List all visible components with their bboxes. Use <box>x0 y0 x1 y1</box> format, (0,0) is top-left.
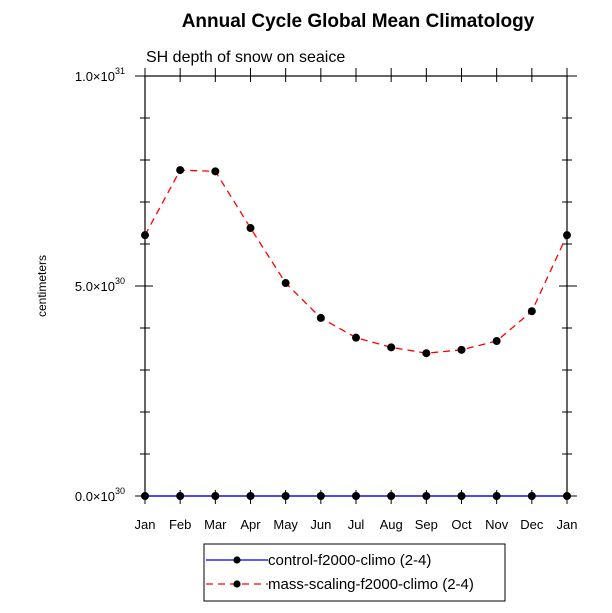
x-tick-label: Mar <box>204 517 227 532</box>
data-point-control <box>527 492 536 500</box>
data-point-control <box>176 492 185 500</box>
x-tick-label: Jan <box>135 517 156 532</box>
data-point-mass-scaling <box>281 279 290 288</box>
data-point-control <box>246 492 255 500</box>
data-point-control <box>141 492 149 500</box>
x-tick-label: Feb <box>169 517 191 532</box>
legend-label-mass-scaling: mass-scaling-f2000-climo (2-4) <box>268 576 474 593</box>
legend-marker-control <box>233 556 241 564</box>
legend-marker-mass-scaling <box>233 580 241 588</box>
x-tick-label: Aug <box>380 517 403 532</box>
data-point-mass-scaling <box>492 337 501 346</box>
data-point-mass-scaling <box>176 166 185 175</box>
chart-subtitle: SH depth of snow on seaice <box>146 49 345 66</box>
y-tick-label: 5.0×1030 <box>75 276 125 294</box>
data-point-control <box>492 492 501 500</box>
x-tick-label: Jul <box>348 517 365 532</box>
plot-frame <box>144 75 568 497</box>
data-point-mass-scaling <box>141 231 149 240</box>
data-point-mass-scaling <box>457 345 466 354</box>
x-tick-label: Dec <box>520 517 544 532</box>
series-layer <box>141 166 571 500</box>
data-point-control <box>457 492 466 500</box>
data-point-control <box>316 492 325 500</box>
data-point-control <box>563 492 571 500</box>
data-point-control <box>352 492 360 500</box>
data-point-mass-scaling <box>211 167 220 176</box>
chart-title: Annual Cycle Global Mean Climatology <box>182 11 535 32</box>
data-point-control <box>387 492 396 500</box>
x-tick-label: Sep <box>415 517 438 532</box>
legend-label-control: control-f2000-climo (2-4) <box>268 552 431 569</box>
data-point-control <box>281 492 290 500</box>
legend: control-f2000-climo (2-4) mass-scaling-f… <box>203 543 506 602</box>
data-point-mass-scaling <box>246 224 255 233</box>
x-tick-label: May <box>273 517 298 532</box>
data-point-control <box>422 492 431 500</box>
axes: Jan Feb Mar Apr May Jun Jul Aug Sep Oct Nov Dec Jan 0… <box>75 66 578 532</box>
x-tick-label: Apr <box>240 517 261 532</box>
y-tick-label: 1.0×1031 <box>75 66 125 84</box>
x-tick-label: Jan <box>557 517 578 532</box>
data-point-mass-scaling <box>563 231 571 240</box>
series-line-mass-scaling <box>144 169 568 354</box>
data-point-mass-scaling <box>387 343 396 352</box>
x-tick-label: Nov <box>485 517 509 532</box>
legend-box <box>203 543 506 602</box>
x-tick-label: Jun <box>310 517 331 532</box>
data-point-mass-scaling <box>352 333 360 342</box>
data-point-mass-scaling <box>422 349 431 358</box>
data-point-mass-scaling <box>316 313 325 322</box>
y-axis-label: centimeters <box>35 255 49 317</box>
y-tick-label: 0.0×1030 <box>75 486 125 504</box>
data-point-mass-scaling <box>527 307 536 316</box>
x-tick-label: Oct <box>451 517 472 532</box>
data-point-control <box>211 492 220 500</box>
